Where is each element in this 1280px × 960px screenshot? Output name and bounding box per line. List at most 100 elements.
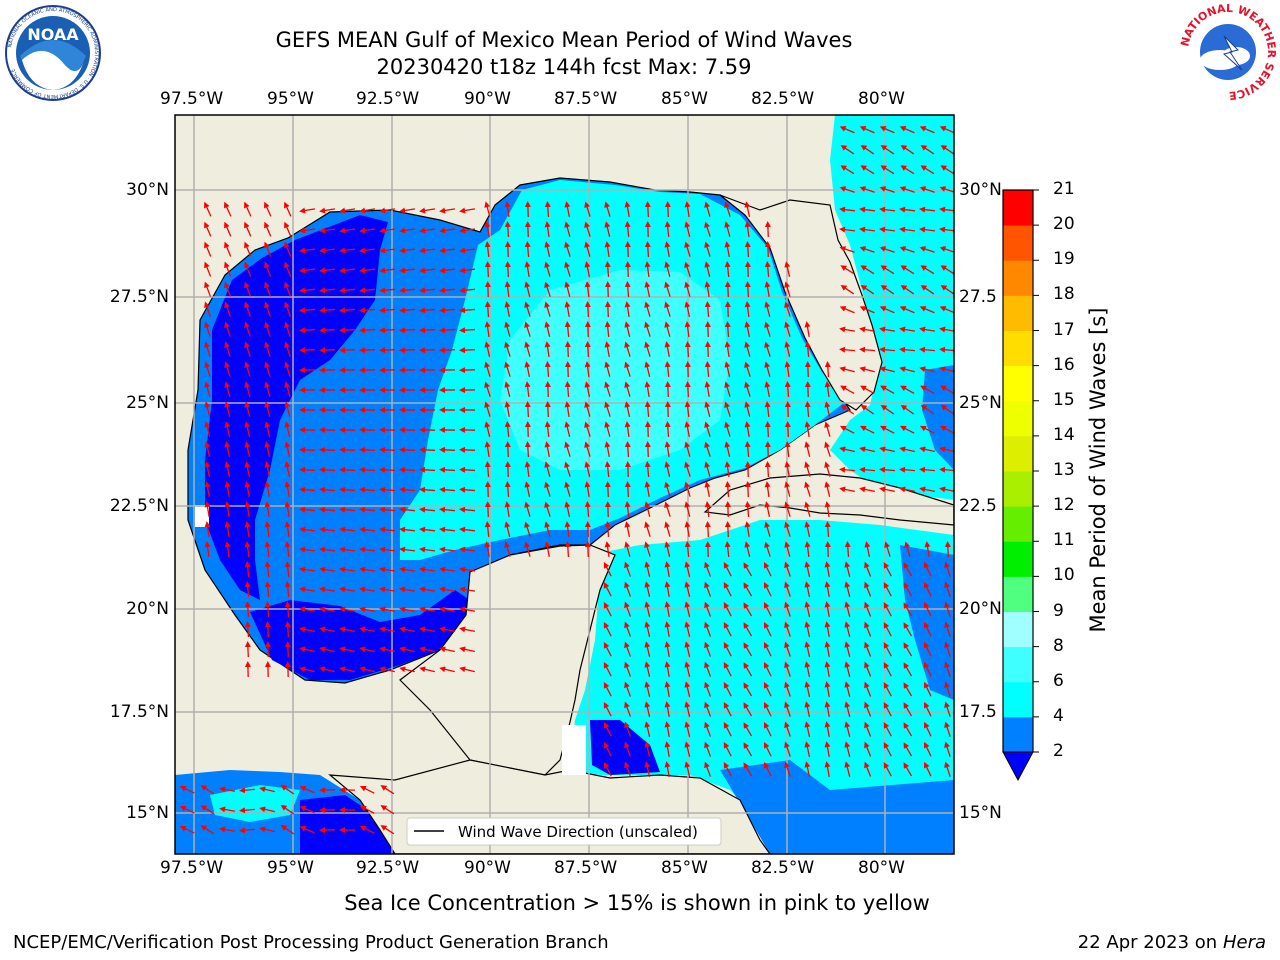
wind-wave-arrow xyxy=(664,681,671,698)
wind-wave-arrow xyxy=(684,241,691,257)
wind-wave-arrow xyxy=(919,306,935,314)
wind-wave-arrow xyxy=(604,201,611,217)
wind-wave-arrow xyxy=(684,441,691,457)
wind-wave-arrow xyxy=(839,186,855,193)
wind-wave-arrow xyxy=(200,825,215,835)
wind-wave-arrow xyxy=(763,761,772,777)
wind-wave-arrow xyxy=(359,327,376,334)
wind-wave-arrow xyxy=(704,221,711,237)
wind-wave-arrow xyxy=(624,601,632,617)
colorbar-tick-label: 18 xyxy=(1053,284,1075,305)
wind-wave-arrow xyxy=(439,227,456,234)
wind-wave-arrow xyxy=(264,521,271,538)
wind-wave-arrow xyxy=(564,521,571,538)
wind-wave-arrow xyxy=(824,761,831,778)
wind-wave-arrow xyxy=(784,581,791,597)
wind-wave-arrow xyxy=(419,307,436,314)
wind-wave-arrow xyxy=(804,501,811,517)
wind-wave-arrow xyxy=(224,321,231,337)
wind-wave-arrow xyxy=(804,641,811,657)
wind-wave-arrow xyxy=(859,326,876,333)
wind-wave-arrow xyxy=(939,466,954,473)
wind-wave-arrow xyxy=(944,701,951,717)
wind-wave-arrow xyxy=(204,461,211,477)
wind-wave-arrow xyxy=(684,541,691,558)
wind-wave-arrow xyxy=(864,761,872,777)
wind-wave-arrow xyxy=(379,666,395,673)
wind-wave-arrow xyxy=(624,701,632,717)
wind-wave-arrow xyxy=(204,401,211,417)
wind-wave-arrow xyxy=(224,281,232,297)
wind-wave-arrow xyxy=(704,241,711,257)
wind-wave-arrow xyxy=(944,721,951,737)
wind-wave-arrow xyxy=(319,586,336,593)
wind-wave-arrow xyxy=(939,346,954,353)
wind-wave-arrow xyxy=(339,526,356,533)
wind-wave-arrow xyxy=(219,806,236,813)
wind-wave-arrow xyxy=(804,721,811,737)
wind-wave-arrow xyxy=(319,486,336,493)
wind-wave-arrow xyxy=(704,361,711,378)
wind-wave-arrow xyxy=(319,526,336,533)
wind-wave-arrow xyxy=(359,646,375,653)
wind-wave-arrow xyxy=(764,521,771,537)
wind-wave-arrow xyxy=(824,621,831,638)
wind-wave-arrow xyxy=(484,521,491,538)
wind-wave-arrow xyxy=(419,626,435,633)
wind-wave-arrow xyxy=(624,501,631,518)
wind-wave-arrow xyxy=(864,661,872,677)
wind-wave-arrow xyxy=(723,702,732,717)
wind-wave-arrow xyxy=(359,666,375,673)
wind-wave-arrow xyxy=(399,626,415,633)
wind-wave-arrow xyxy=(723,622,732,637)
wind-wave-arrow xyxy=(419,666,435,673)
wind-wave-arrow xyxy=(379,287,396,294)
wind-wave-arrow xyxy=(319,247,336,254)
wind-wave-arrow xyxy=(879,206,896,213)
wind-wave-arrow xyxy=(919,425,935,434)
wind-wave-arrow xyxy=(920,284,935,295)
wind-wave-arrow xyxy=(944,761,951,777)
wind-wave-arrow xyxy=(504,521,511,537)
wind-wave-arrow xyxy=(724,421,731,437)
colorbar-band xyxy=(1003,295,1033,331)
wind-wave-arrow xyxy=(924,541,931,558)
footer-date: 22 Apr 2023 on Hera xyxy=(1078,932,1266,953)
wind-wave-arrow xyxy=(603,741,612,757)
wind-wave-arrow xyxy=(584,221,591,237)
wind-wave-arrow xyxy=(264,541,271,558)
wind-wave-arrow xyxy=(784,281,791,297)
wind-wave-arrow xyxy=(704,261,711,277)
wind-wave-arrow xyxy=(664,461,671,477)
wind-wave-arrow xyxy=(284,601,291,618)
wind-wave-arrow xyxy=(844,581,851,597)
wind-wave-arrow xyxy=(319,327,336,334)
wind-wave-arrow xyxy=(704,421,711,437)
wind-wave-arrow xyxy=(419,546,436,553)
wind-wave-arrow xyxy=(284,401,291,417)
colorbar-tick-label: 11 xyxy=(1053,530,1075,551)
wind-wave-arrow xyxy=(684,321,691,338)
wind-wave-arrow xyxy=(744,221,751,238)
wind-wave-arrow xyxy=(244,281,252,297)
wind-wave-arrow xyxy=(459,307,476,314)
wind-wave-arrow xyxy=(604,221,611,237)
wind-wave-arrow xyxy=(664,421,671,438)
wind-wave-arrow xyxy=(879,246,895,253)
colorbar-tick-label: 15 xyxy=(1053,389,1075,410)
wind-wave-arrow xyxy=(900,165,915,175)
wind-wave-arrow xyxy=(624,341,631,357)
colorbar-band xyxy=(1003,225,1033,261)
wind-wave-arrow xyxy=(704,501,711,518)
wind-wave-arrow xyxy=(784,541,791,557)
footer-credit: NCEP/EMC/Verification Post Processing Pr… xyxy=(13,932,609,953)
wind-wave-arrow xyxy=(244,461,251,477)
wind-wave-arrow xyxy=(839,466,856,473)
wind-wave-arrow xyxy=(804,361,811,378)
wind-wave-arrow xyxy=(744,241,751,258)
wind-wave-arrow xyxy=(664,321,671,337)
wind-wave-arrow xyxy=(179,825,195,834)
wind-wave-arrow xyxy=(359,785,375,794)
wind-wave-arrow xyxy=(204,281,212,297)
lon-tick-bottom: 95°W xyxy=(267,858,314,878)
